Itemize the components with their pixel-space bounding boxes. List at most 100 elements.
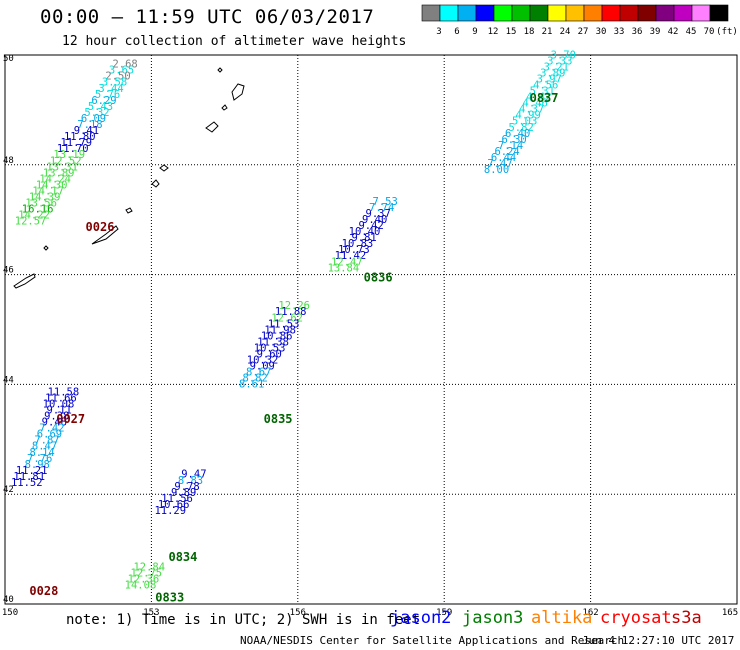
wave-height-value: 5.32: [84, 107, 109, 119]
wave-height-value: 11.21: [16, 465, 48, 477]
wave-height-value: 10.32: [247, 355, 279, 367]
coastline-outline: [151, 179, 160, 188]
legend-label: 21: [542, 27, 553, 37]
legend-label: 39: [650, 27, 661, 37]
legend-swatch: [709, 4, 729, 22]
lon-tick-label: 159: [436, 608, 452, 618]
wave-height-value: 5.31: [530, 86, 555, 98]
wave-height-value: 8.83: [178, 475, 203, 487]
coastline-outline: [221, 104, 228, 111]
wave-height-value: 5.76: [95, 89, 120, 101]
wave-height-value: 9.09: [250, 361, 275, 373]
wave-height-value: 11.79: [60, 137, 92, 149]
wave-height-value: 11.52: [11, 477, 43, 489]
wave-height-value: 12.52: [50, 155, 82, 167]
coastline-outline: [217, 67, 223, 73]
legend-label: 15: [506, 27, 517, 37]
lat-tick-label: 44: [3, 375, 14, 385]
wave-height-value: 9.89: [171, 487, 196, 499]
wave-height-value: 4.37: [519, 104, 544, 116]
wave-height-value: 7.87: [34, 435, 59, 447]
wave-height-value: 7.42: [39, 423, 64, 435]
wave-height-value: 9.41: [74, 125, 99, 137]
wave-height-value: 13.31: [46, 161, 78, 173]
wave-height-value: 8.82: [243, 373, 268, 385]
wave-height-value: 12.75: [131, 568, 163, 580]
wave-height-value: 6.29: [91, 95, 116, 107]
wave-height-value: 7.76: [27, 453, 52, 465]
wave-height-value: 7.18: [77, 119, 102, 131]
legend-label: 12: [488, 27, 499, 37]
wave-height-value: 13.19: [53, 149, 85, 161]
pass-time-label: 0837: [530, 91, 559, 105]
wave-height-value: 9.78: [174, 481, 199, 493]
legend-label: 42: [668, 27, 679, 37]
pass-time-label: 0835: [264, 412, 293, 426]
wave-height-value: 6.44: [491, 152, 516, 164]
pass-time-label: 0834: [168, 550, 197, 564]
map-subtitle: 12 hour collection of altimeter wave hei…: [62, 34, 407, 49]
wave-height-value: 9.47: [181, 469, 206, 481]
satellite-altika: altika: [531, 608, 593, 628]
wave-height-value: 9.48: [42, 417, 67, 429]
lat-tick-label: 48: [3, 156, 14, 166]
wave-height-value: 6.24: [494, 146, 519, 158]
wave-height-value: 11.58: [48, 386, 80, 398]
wave-height-value: 7.53: [373, 196, 398, 208]
wave-height-value: 7.74: [369, 202, 394, 214]
legend-label: 30: [596, 27, 607, 37]
wave-height-value: 11.56: [161, 493, 193, 505]
wave-height-value: 10.83: [342, 238, 374, 250]
wave-height-value: 13.56: [25, 198, 57, 210]
wave-height-value: 14.24: [39, 173, 71, 185]
legend-label: 36: [632, 27, 643, 37]
wave-height-value: 4.42: [526, 92, 551, 104]
wave-height-value: 3.58: [102, 77, 127, 89]
footer-credit: NOAA/NESDIS Center for Satellite Applica…: [240, 634, 625, 647]
wave-height-value: 11.81: [13, 471, 45, 483]
wave-height-value: 11.70: [57, 143, 89, 155]
lat-tick-label: 40: [3, 595, 14, 605]
satellite-jason2: jason2: [390, 608, 452, 628]
wave-height-value: 9.40: [362, 214, 387, 226]
wave-height-value: 11.88: [275, 306, 307, 318]
lon-tick-label: 153: [143, 608, 159, 618]
satellite-s3a: s3a: [671, 608, 702, 628]
legend-label: 24: [560, 27, 571, 37]
wave-height-value: 12.57: [15, 216, 47, 228]
legend-label: 45: [686, 27, 697, 37]
wave-height-value: 4.46: [523, 98, 548, 110]
wave-height-value: 11.29: [154, 505, 186, 517]
wave-height-value: 11.38: [257, 336, 289, 348]
wave-height-value: 6.30: [501, 134, 526, 146]
wave-height-value: 14.30: [36, 179, 68, 191]
wave-height-value: 12.84: [133, 562, 165, 574]
wave-height-value: 9.42: [358, 220, 383, 232]
wave-height-value: 12.62: [271, 312, 303, 324]
footer-timestamp: Jun 4 12:27:10 UTC 2017: [582, 634, 735, 647]
coastline-outline: [159, 164, 169, 172]
legend-label: 33: [614, 27, 625, 37]
legend-label: 6: [454, 27, 459, 37]
wave-height-value: 5.43: [88, 101, 113, 113]
wave-height-value: 8.61: [239, 379, 264, 391]
wave-height-value: 14.08: [125, 580, 157, 592]
wave-height-value: 10.86: [261, 330, 293, 342]
wave-height-value: 9.37: [366, 208, 391, 220]
map-frame: [4, 54, 738, 605]
wave-height-value: 2.50: [105, 71, 130, 83]
wave-height-value: 5.82: [508, 122, 533, 134]
pass-time-label: 0833: [155, 590, 184, 604]
coastline-outline: [13, 273, 36, 289]
wave-height-value: 11.66: [45, 392, 77, 404]
coastline-outline: [43, 245, 49, 251]
pass-time-label: 0028: [29, 584, 58, 598]
legend-label: 27: [578, 27, 589, 37]
wave-height-value: 9.38: [44, 411, 69, 423]
wave-height-value: 3.89: [540, 67, 565, 79]
lon-tick-label: 150: [2, 608, 18, 618]
wave-height-value: 13.89: [43, 167, 75, 179]
wave-height-value: 4.99: [516, 110, 541, 122]
wave-height-value: 4.56: [533, 79, 558, 91]
wave-height-value: 14.17: [32, 185, 64, 197]
